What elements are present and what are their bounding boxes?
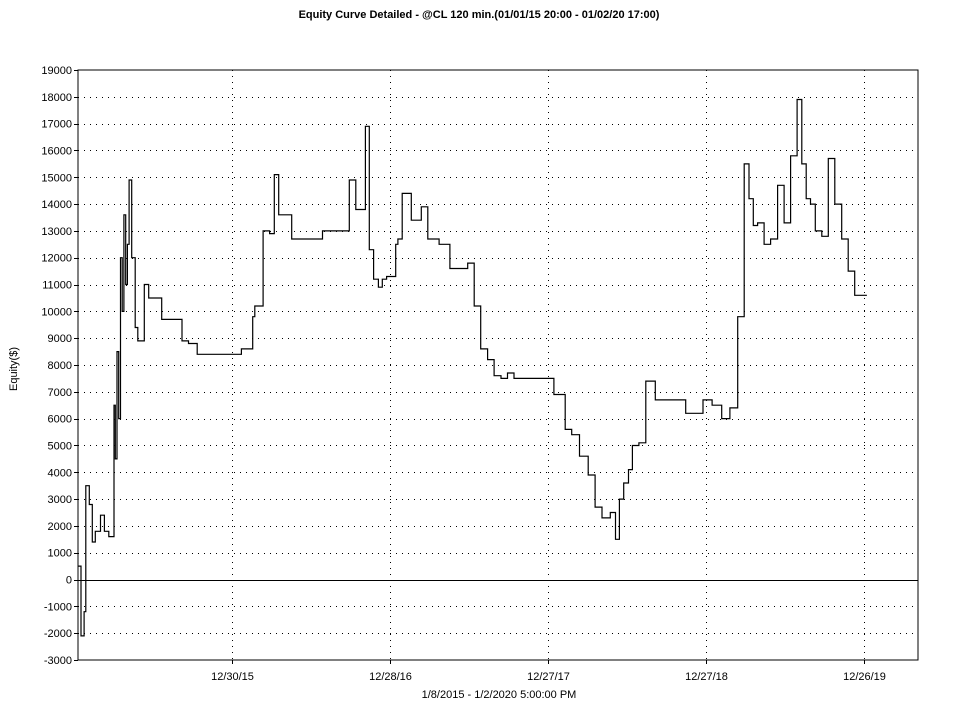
- y-tick-label: 5000: [48, 440, 72, 452]
- x-tick-label: 12/30/15: [211, 671, 254, 683]
- y-tick-label: 18000: [41, 92, 72, 104]
- y-tick-label: 19000: [41, 65, 72, 77]
- y-tick-label: -1000: [44, 601, 72, 613]
- y-tick-label: 2000: [48, 521, 72, 533]
- y-tick-label: 10000: [41, 306, 72, 318]
- x-axis-label: 1/8/2015 - 1/2/2020 5:00:00 PM: [421, 689, 577, 701]
- y-tick-label: 12000: [41, 253, 72, 265]
- y-tick-label: 9000: [48, 333, 72, 345]
- axis-layer: -3000 -2000 -1000 0 1000 2000 3000 4000 5000 6000…: [41, 65, 886, 683]
- y-tick-label: 4000: [48, 467, 72, 479]
- series-layer: [78, 98, 867, 637]
- x-tick-label: 12/28/16: [369, 671, 412, 683]
- y-tick-label: 14000: [41, 199, 72, 211]
- y-tick-label: -3000: [44, 655, 72, 667]
- chart-title: Equity Curve Detailed - @CL 120 min.(01/…: [298, 9, 660, 21]
- y-tick-label: 13000: [41, 226, 72, 238]
- x-tick-label: 12/27/18: [685, 671, 728, 683]
- grid-layer: [78, 70, 918, 660]
- equity-curve-line: [78, 98, 867, 637]
- y-tick-label: 17000: [41, 119, 72, 131]
- y-tick-label: 0: [66, 575, 72, 587]
- x-tick-label: 12/27/17: [527, 671, 570, 683]
- y-tick-label: 3000: [48, 494, 72, 506]
- x-tick-label: 12/26/19: [843, 671, 886, 683]
- y-tick-label: 8000: [48, 360, 72, 372]
- y-tick-label: 7000: [48, 387, 72, 399]
- y-tick-label: -2000: [44, 628, 72, 640]
- y-tick-label: 6000: [48, 414, 72, 426]
- y-tick-label: 16000: [41, 145, 72, 157]
- y-tick-label: 1000: [48, 548, 72, 560]
- y-tick-label: 11000: [42, 280, 72, 292]
- y-tick-label: 15000: [41, 172, 72, 184]
